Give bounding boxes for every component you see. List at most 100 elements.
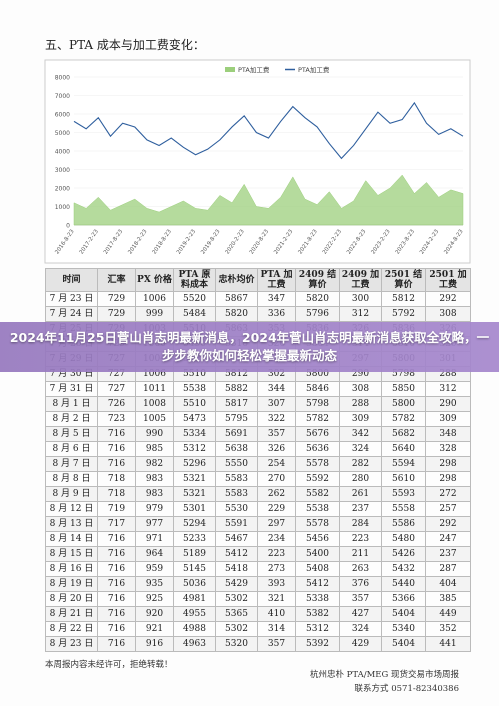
table-cell: 5467 <box>215 531 258 547</box>
table-cell: 5578 <box>295 516 340 532</box>
table-cell: 347 <box>257 291 296 307</box>
y-tick-label: 7000 <box>55 93 70 100</box>
table-cell: 5294 <box>173 516 216 532</box>
header-cell: PTA 加工费 <box>257 268 296 292</box>
header-cell: 2501 加工费 <box>425 268 471 292</box>
table-cell: 5302 <box>215 621 258 637</box>
table-cell: 8 月 13 日 <box>45 516 98 532</box>
table-cell: 5812 <box>381 291 426 307</box>
table-cell: 8 月 2 日 <box>45 411 98 427</box>
table-cell: 5782 <box>381 411 426 427</box>
table-row: 8 月 8 日 718 983 5321 5583 270 5592 280 5610 298 <box>45 471 471 487</box>
footer-org: 杭州忠朴 PTA/MEG 现货交易市场周报 <box>309 670 459 680</box>
table-row: 8 月 9 日 718 983 5321 5583 262 5582 261 5593 272 <box>45 486 471 502</box>
table-cell: 990 <box>135 426 174 442</box>
table-cell: 1006 <box>135 291 174 307</box>
table-cell: 5867 <box>215 291 258 307</box>
table-cell: 5426 <box>381 546 426 562</box>
table-cell: 5530 <box>215 501 258 517</box>
table-cell: 298 <box>425 456 471 472</box>
table-row: 8 月 16 日 716 959 5145 5418 273 5408 263 5432 287 <box>45 561 471 577</box>
header-cell: PX 价格 <box>135 268 174 292</box>
table-cell: 5473 <box>173 411 216 427</box>
table-cell: 716 <box>97 441 136 457</box>
table-cell: 5682 <box>381 426 426 442</box>
area-series <box>73 174 464 226</box>
table-cell: 326 <box>257 441 296 457</box>
table-cell: 5691 <box>215 426 258 442</box>
table-cell: 5636 <box>295 441 340 457</box>
chart: 0100020003000400050006000700080002016-8-… <box>44 59 471 264</box>
table-cell: 8 月 8 日 <box>45 471 98 487</box>
table-cell: 5382 <box>295 606 340 622</box>
table-cell: 716 <box>97 561 136 577</box>
table-cell: 324 <box>339 441 382 457</box>
table-cell: 5538 <box>173 381 216 397</box>
header-cell: PTA 原料成本 <box>173 268 216 292</box>
table-row: 8 月 22 日 716 921 4988 5302 314 5312 324 5340 352 <box>45 621 471 637</box>
table-cell: 5429 <box>215 576 258 592</box>
table-cell: 344 <box>257 381 296 397</box>
table-cell: 5418 <box>215 561 258 577</box>
table-cell: 273 <box>257 561 296 577</box>
table-cell: 5582 <box>295 486 340 502</box>
header-cell: 忠朴均价 <box>215 268 258 292</box>
table-cell: 223 <box>339 531 382 547</box>
table-cell: 5817 <box>215 396 258 412</box>
table-cell: 5578 <box>295 456 340 472</box>
table-cell: 321 <box>257 591 296 607</box>
table-cell: 5456 <box>295 531 340 547</box>
table-cell: 5550 <box>215 456 258 472</box>
table-cell: 288 <box>339 396 382 412</box>
footer-contact: 联系方式 0571-82340386 <box>354 684 459 694</box>
table-cell: 5796 <box>295 306 340 322</box>
header-cell: 2501 结算价 <box>381 268 426 292</box>
footer-note: 本周报内容未经许可，拒绝转载！ <box>45 660 173 670</box>
table-row: 8 月 5 日 716 990 5334 5691 357 5676 342 5682 348 <box>45 426 471 442</box>
table-cell: 254 <box>257 456 296 472</box>
table-cell: 5334 <box>173 426 216 442</box>
table-cell: 8 月 16 日 <box>45 561 98 577</box>
table-row: 7 月 24 日 729 999 5484 5820 336 5796 312 5792 308 <box>45 306 471 322</box>
legend-swatch <box>225 67 235 72</box>
header-cell: 2409 结算价 <box>295 268 340 292</box>
table-cell: 307 <box>257 396 296 412</box>
table-cell: 309 <box>425 411 471 427</box>
table-cell: 719 <box>97 501 136 517</box>
table-cell: 8 月 9 日 <box>45 486 98 502</box>
table-cell: 999 <box>135 306 174 322</box>
table-cell: 4955 <box>173 606 216 622</box>
table-cell: 8 月 12 日 <box>45 501 98 517</box>
table-cell: 726 <box>97 396 136 412</box>
table-cell: 427 <box>339 606 382 622</box>
table-cell: 5520 <box>173 291 216 307</box>
table-cell: 290 <box>425 396 471 412</box>
table-cell: 237 <box>339 501 382 517</box>
table-cell: 982 <box>135 456 174 472</box>
table-cell: 8 月 14 日 <box>45 531 98 547</box>
table-row: 8 月 23 日 716 916 4963 5320 357 5392 429 5404 441 <box>45 636 471 652</box>
table-cell: 5296 <box>173 456 216 472</box>
table-cell: 5480 <box>381 531 426 547</box>
table-cell: 5302 <box>215 591 258 607</box>
table-cell: 8 月 20 日 <box>45 591 98 607</box>
table-cell: 292 <box>425 516 471 532</box>
table-cell: 5583 <box>215 471 258 487</box>
table-cell: 292 <box>425 291 471 307</box>
table-cell: 429 <box>339 636 382 652</box>
table-row: 8 月 7 日 716 982 5296 5550 254 5578 282 5594 298 <box>45 456 471 472</box>
table-cell: 270 <box>257 471 296 487</box>
legend-label: PTA加工费 <box>238 65 270 74</box>
table-cell: 716 <box>97 531 136 547</box>
table-cell: 314 <box>257 621 296 637</box>
banner-text: 2024年11月25日菅山肖志明最新消息，2024年菅山肖志明最新消息获取全攻略… <box>9 330 490 363</box>
table-cell: 237 <box>425 546 471 562</box>
table-cell: 7 月 23 日 <box>45 291 98 307</box>
table-cell: 410 <box>257 606 296 622</box>
table-cell: 977 <box>135 516 174 532</box>
table-cell: 8 月 7 日 <box>45 456 98 472</box>
table-cell: 5412 <box>215 546 258 562</box>
section-title: 五、PTA 成本与加工费变化： <box>45 38 205 52</box>
table-cell: 263 <box>339 561 382 577</box>
table-cell: 935 <box>135 576 174 592</box>
